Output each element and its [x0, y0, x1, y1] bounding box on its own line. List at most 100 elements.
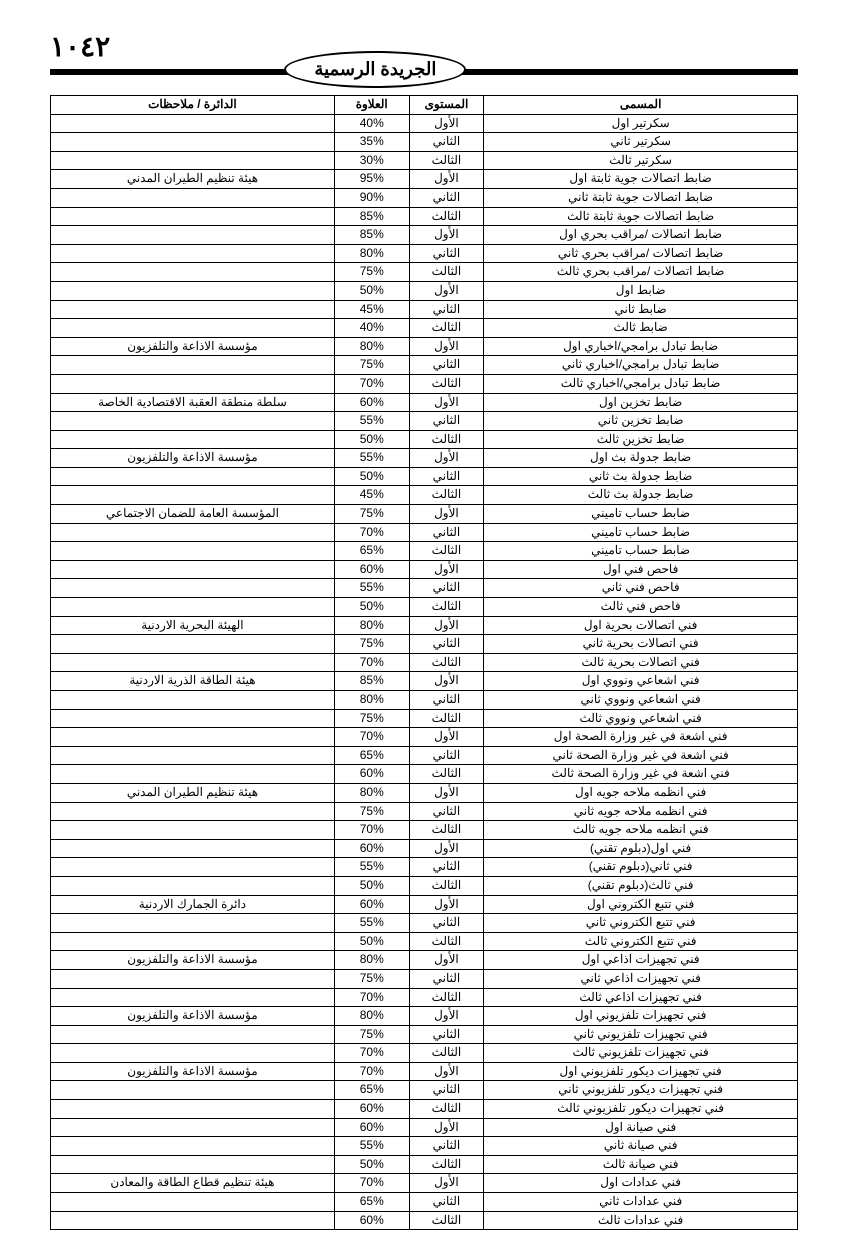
cell-level: الأول — [409, 951, 484, 970]
cell-level: الأول — [409, 337, 484, 356]
cell-dept — [51, 467, 335, 486]
table-row: فني تتبع الكتروني اولالأول60%دائرة الجما… — [51, 895, 798, 914]
cell-level: الأول — [409, 449, 484, 468]
cell-level: الأول — [409, 560, 484, 579]
cell-level: الأول — [409, 616, 484, 635]
cell-dept — [51, 356, 335, 375]
cell-title: فني اول(دبلوم تقني) — [484, 839, 798, 858]
cell-level: الأول — [409, 1118, 484, 1137]
table-row: ضابط ثالثالثالث40% — [51, 319, 798, 338]
cell-title: فني ثالث(دبلوم تقني) — [484, 876, 798, 895]
table-row: سكرتير اولالأول40% — [51, 114, 798, 133]
table-row: ضابط اتصالات جوية ثابتة ثالثالثالث85% — [51, 207, 798, 226]
cell-title: ضابط اتصالات /مراقب بحري ثالث — [484, 263, 798, 282]
cell-dept — [51, 319, 335, 338]
cell-dept — [51, 709, 335, 728]
cell-dept — [51, 133, 335, 152]
cell-pct: 70% — [334, 1044, 409, 1063]
cell-title: فني اشعة في غير وزارة الصحة اول — [484, 728, 798, 747]
cell-title: ضابط تخزين ثاني — [484, 412, 798, 431]
cell-pct: 75% — [334, 505, 409, 524]
cell-dept — [51, 969, 335, 988]
table-row: فني عدادات ثانيالثاني65% — [51, 1193, 798, 1212]
table-row: فني اشعة في غير وزارة الصحة اولالأول70% — [51, 728, 798, 747]
cell-pct: 55% — [334, 449, 409, 468]
cell-title: فني اتصالات بحرية ثاني — [484, 635, 798, 654]
cell-level: الأول — [409, 1174, 484, 1193]
cell-pct: 60% — [334, 765, 409, 784]
cell-dept — [51, 1155, 335, 1174]
cell-dept: المؤسسة العامة للضمان الاجتماعي — [51, 505, 335, 524]
table-row: ضابط حساب تامينيالثاني70% — [51, 523, 798, 542]
cell-pct: 30% — [334, 151, 409, 170]
table-row: ضابط حساب تامينيالأول75%المؤسسة العامة ل… — [51, 505, 798, 524]
cell-dept — [51, 746, 335, 765]
cell-pct: 50% — [334, 1155, 409, 1174]
cell-pct: 80% — [334, 244, 409, 263]
cell-pct: 75% — [334, 802, 409, 821]
cell-dept — [51, 188, 335, 207]
cell-dept — [51, 914, 335, 933]
cell-dept: سلطة منطقة العقبة الاقتصادية الخاصة — [51, 393, 335, 412]
cell-dept — [51, 876, 335, 895]
table-row: فني تجهيزات اذاعي ثانيالثاني75% — [51, 969, 798, 988]
cell-dept — [51, 1193, 335, 1212]
cell-dept — [51, 114, 335, 133]
cell-dept — [51, 858, 335, 877]
cell-pct: 75% — [334, 356, 409, 375]
table-row: فني اتصالات بحرية ثالثالثالث70% — [51, 653, 798, 672]
cell-pct: 50% — [334, 430, 409, 449]
th-level: المستوى — [409, 96, 484, 115]
cell-title: فني صيانة ثالث — [484, 1155, 798, 1174]
table-row: فني تتبع الكتروني ثانيالثاني55% — [51, 914, 798, 933]
cell-title: ضابط اتصالات /مراقب بحري اول — [484, 226, 798, 245]
cell-title: فني تجهيزات اذاعي اول — [484, 951, 798, 970]
cell-level: الثالث — [409, 207, 484, 226]
cell-title: فني صيانة ثاني — [484, 1137, 798, 1156]
cell-dept — [51, 244, 335, 263]
table-row: ضابط جدولة بث ثانيالثاني50% — [51, 467, 798, 486]
cell-dept — [51, 281, 335, 300]
cell-dept — [51, 300, 335, 319]
cell-title: فني اشعة في غير وزارة الصحة ثاني — [484, 746, 798, 765]
cell-level: الأول — [409, 1062, 484, 1081]
cell-title: سكرتير اول — [484, 114, 798, 133]
cell-level: الثاني — [409, 356, 484, 375]
table-row: فني ثالث(دبلوم تقني)الثالث50% — [51, 876, 798, 895]
cell-level: الثاني — [409, 1081, 484, 1100]
cell-dept — [51, 765, 335, 784]
table-row: فني انظمه ملاحه جويه اولالأول80%هيئة تنظ… — [51, 783, 798, 802]
cell-title: ضابط جدولة بث اول — [484, 449, 798, 468]
cell-level: الثاني — [409, 244, 484, 263]
cell-pct: 80% — [334, 337, 409, 356]
cell-title: فني تتبع الكتروني اول — [484, 895, 798, 914]
cell-title: فاحص فني اول — [484, 560, 798, 579]
table-row: سكرتير ثانيالثاني35% — [51, 133, 798, 152]
cell-level: الأول — [409, 505, 484, 524]
cell-dept: مؤسسة الاذاعة والتلفزيون — [51, 1062, 335, 1081]
cell-title: ضابط اتصالات جوية ثابتة اول — [484, 170, 798, 189]
cell-title: فني تجهيزات اذاعي ثاني — [484, 969, 798, 988]
cell-title: سكرتير ثالث — [484, 151, 798, 170]
cell-pct: 80% — [334, 1007, 409, 1026]
cell-title: ضابط تبادل برامجي/اخباري ثاني — [484, 356, 798, 375]
table-row: فني انظمه ملاحه جويه ثانيالثاني75% — [51, 802, 798, 821]
cell-dept — [51, 1211, 335, 1230]
cell-level: الثاني — [409, 1025, 484, 1044]
cell-level: الأول — [409, 839, 484, 858]
cell-level: الثالث — [409, 598, 484, 617]
table-row: فاحص فني ثالثالثالث50% — [51, 598, 798, 617]
table-row: ضابط اتصالات /مراقب بحري ثانيالثاني80% — [51, 244, 798, 263]
table-row: ضابط جدولة بث ثالثالثالث45% — [51, 486, 798, 505]
cell-title: فني تجهيزات اذاعي ثالث — [484, 988, 798, 1007]
table-row: ضابط تبادل برامجي/اخباري ثالثالثالث70% — [51, 374, 798, 393]
cell-dept — [51, 1081, 335, 1100]
table-row: فني تجهيزات تلفزيوني اولالأول80%مؤسسة ال… — [51, 1007, 798, 1026]
cell-title: ضابط اتصالات /مراقب بحري ثاني — [484, 244, 798, 263]
cell-title: ضابط تبادل برامجي/اخباري ثالث — [484, 374, 798, 393]
cell-level: الأول — [409, 1007, 484, 1026]
table-row: ضابط تخزين ثالثالثالث50% — [51, 430, 798, 449]
cell-title: فني تجهيزات تلفزيوني ثالث — [484, 1044, 798, 1063]
table-row: فني عدادات اولالأول70%هيئة تنظيم قطاع ال… — [51, 1174, 798, 1193]
cell-pct: 55% — [334, 412, 409, 431]
